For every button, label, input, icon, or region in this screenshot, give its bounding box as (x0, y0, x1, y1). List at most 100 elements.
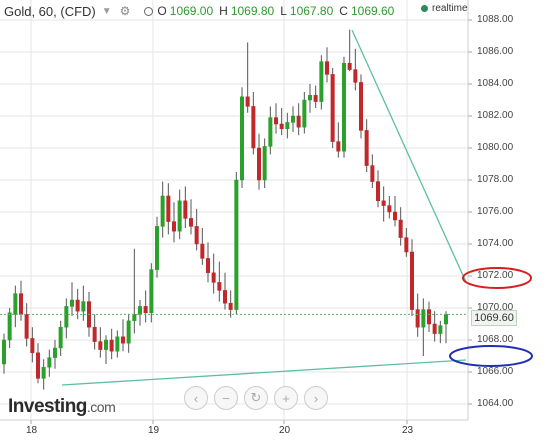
x-tick-label: 19 (148, 425, 160, 436)
chart-header: Gold, 60, (CFD) ▼ ⚙ O 1069.00 H 1069.80 … (4, 3, 400, 19)
candle-body (194, 226, 199, 245)
candle-body (245, 96, 250, 107)
candle-body (183, 200, 188, 219)
y-tick-label: 1084.00 (477, 78, 514, 89)
refresh-icon: ↻ (250, 390, 262, 405)
reset-button[interactable]: ↻ (244, 386, 268, 410)
candle-body (18, 293, 24, 315)
candle-body (375, 181, 381, 202)
candle-body (290, 115, 296, 123)
chevron-left-icon: ‹ (193, 390, 199, 406)
candle-body (421, 309, 426, 328)
candle-body (432, 323, 437, 334)
candle-body (154, 226, 160, 270)
candle-body (330, 74, 335, 142)
close-label: C (339, 4, 348, 18)
candle-body (336, 141, 341, 152)
candle-body (52, 347, 58, 358)
candle-body (13, 293, 18, 315)
candle-body (103, 339, 109, 350)
candle-body (279, 123, 284, 130)
candle-body (285, 122, 290, 130)
candle-body (239, 96, 245, 181)
realtime-label: realtime (432, 3, 468, 14)
y-tick-label: 1076.00 (477, 206, 514, 217)
zoom-in-button[interactable]: + (274, 386, 298, 410)
candle-body (319, 61, 324, 102)
candle-body (132, 314, 137, 322)
candle-body (353, 69, 358, 83)
candle-body (217, 282, 222, 291)
candle-body (137, 306, 143, 315)
candle-body (324, 61, 330, 75)
candle-body (341, 62, 347, 152)
minus-icon: − (222, 390, 230, 406)
candle-body (41, 366, 46, 379)
nav-prev-button[interactable]: ‹ (184, 386, 208, 410)
chevron-down-icon[interactable]: ▼ (101, 5, 112, 17)
chart-navigation: ‹ − ↻ + › (184, 386, 328, 410)
candle-body (251, 106, 256, 149)
chevron-right-icon: › (313, 390, 319, 406)
candle-body (409, 251, 415, 310)
candle-body (149, 269, 154, 314)
candle-body (358, 82, 364, 131)
candle-body (81, 301, 86, 312)
logo-suffix: .com (86, 399, 116, 415)
candle-body (166, 195, 171, 222)
investing-logo: Investing .com (8, 396, 116, 418)
candle-body (120, 336, 126, 344)
trendline-support (61, 359, 467, 386)
nav-next-button[interactable]: › (304, 386, 328, 410)
y-tick-label: 1064.00 (477, 398, 514, 409)
candle-body (109, 339, 114, 352)
candle-body (392, 211, 398, 221)
candle-body (415, 309, 420, 328)
candle-body (7, 312, 12, 341)
close-value: 1069.60 (350, 4, 395, 18)
open-label: O (157, 4, 167, 18)
candle-body (443, 314, 449, 325)
candle-body (398, 219, 403, 238)
candle-body (234, 179, 239, 310)
instrument-title[interactable]: Gold, 60, (CFD) (4, 3, 96, 19)
open-value: 1069.00 (169, 4, 214, 18)
candle-body (211, 272, 216, 283)
low-label: L (280, 4, 287, 18)
candle-body (171, 221, 177, 232)
candle-body (47, 357, 52, 368)
candle-body (387, 205, 392, 213)
candle-body (381, 200, 386, 206)
plus-icon: + (282, 390, 290, 406)
candle-body (177, 200, 182, 232)
candle-body (115, 336, 120, 352)
candle-body (188, 218, 194, 227)
y-tick-label: 1088.00 (477, 14, 514, 25)
candle-body (58, 326, 63, 349)
y-tick-label: 1070.00 (477, 302, 514, 313)
trendline-resistance (351, 29, 467, 283)
candle-body (160, 195, 165, 227)
candle-body (200, 243, 205, 259)
zoom-out-button[interactable]: − (214, 386, 238, 410)
candle-body (347, 62, 352, 70)
highlight-circle-blue (449, 345, 533, 367)
candle-body (370, 165, 375, 182)
x-tick-label: 20 (279, 425, 291, 436)
candle-body (69, 299, 75, 307)
ohlc-circle-icon (144, 6, 154, 16)
candle-body (268, 117, 273, 147)
gear-icon[interactable]: ⚙ (119, 4, 131, 18)
candle-body (273, 117, 279, 125)
candle-body (307, 94, 313, 101)
y-tick-label: 1086.00 (477, 46, 514, 57)
last-price-badge: 1069.60 (471, 310, 517, 326)
candle-body (205, 258, 211, 274)
y-tick-label: 1078.00 (477, 174, 514, 185)
y-tick-label: 1082.00 (477, 110, 514, 121)
high-label: H (219, 4, 228, 18)
candle-body (143, 306, 148, 314)
candle-body (256, 147, 262, 181)
